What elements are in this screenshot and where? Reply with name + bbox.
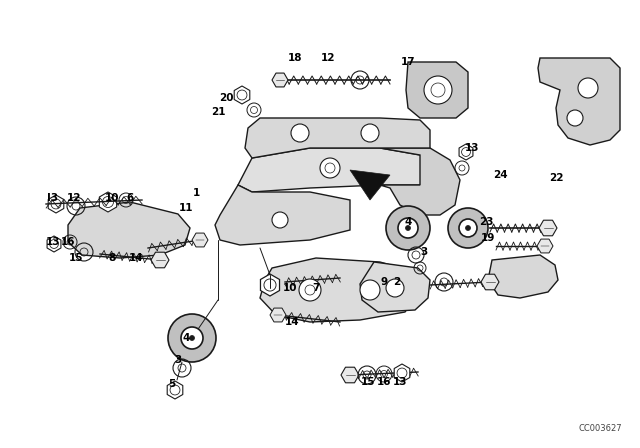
Text: 10: 10 [105, 193, 119, 203]
Circle shape [386, 206, 430, 250]
Text: 14: 14 [129, 253, 143, 263]
Text: 20: 20 [219, 93, 233, 103]
Polygon shape [272, 73, 288, 87]
Text: 5: 5 [168, 379, 175, 389]
Polygon shape [68, 202, 190, 258]
Polygon shape [488, 255, 558, 298]
Polygon shape [260, 274, 280, 296]
Polygon shape [539, 220, 557, 236]
Text: 17: 17 [401, 57, 415, 67]
Text: 2: 2 [394, 277, 401, 287]
Polygon shape [99, 192, 116, 212]
Text: 11: 11 [179, 203, 193, 213]
Text: 10: 10 [283, 283, 297, 293]
Circle shape [386, 279, 404, 297]
Text: 7: 7 [312, 283, 320, 293]
Circle shape [247, 103, 261, 117]
Polygon shape [380, 148, 460, 215]
Text: 15: 15 [361, 377, 375, 387]
Polygon shape [406, 62, 468, 118]
Polygon shape [459, 144, 473, 160]
Circle shape [189, 336, 195, 340]
Text: 3: 3 [174, 355, 182, 365]
Text: 4: 4 [404, 217, 412, 227]
Circle shape [448, 208, 488, 248]
Text: 8: 8 [108, 253, 116, 263]
Text: 13: 13 [393, 377, 407, 387]
Circle shape [424, 76, 452, 104]
Circle shape [360, 280, 380, 300]
Text: 12: 12 [67, 193, 81, 203]
Polygon shape [270, 308, 286, 322]
Polygon shape [341, 367, 359, 383]
Polygon shape [234, 86, 250, 104]
Polygon shape [215, 185, 350, 245]
Circle shape [578, 78, 598, 98]
Text: 22: 22 [548, 173, 563, 183]
Text: 4: 4 [182, 333, 189, 343]
Circle shape [299, 279, 321, 301]
Polygon shape [537, 239, 553, 253]
Text: 1: 1 [193, 188, 200, 198]
Circle shape [168, 314, 216, 362]
Circle shape [325, 163, 335, 173]
Text: 18: 18 [288, 53, 302, 63]
Text: CC003627: CC003627 [578, 423, 622, 432]
Circle shape [398, 218, 418, 238]
Text: 19: 19 [481, 233, 495, 243]
Text: 12: 12 [321, 53, 335, 63]
Polygon shape [481, 274, 499, 290]
Text: 24: 24 [493, 170, 508, 180]
Text: 23: 23 [479, 217, 493, 227]
Circle shape [320, 158, 340, 178]
Polygon shape [350, 170, 390, 200]
Text: 13: 13 [45, 237, 60, 247]
Polygon shape [245, 118, 430, 158]
Polygon shape [151, 252, 169, 268]
Circle shape [361, 124, 379, 142]
Text: 21: 21 [211, 107, 225, 117]
Text: 15: 15 [68, 253, 83, 263]
Polygon shape [238, 148, 430, 192]
Text: 16: 16 [61, 237, 76, 247]
Polygon shape [48, 195, 64, 213]
Text: 13: 13 [465, 143, 479, 153]
Polygon shape [47, 236, 61, 252]
Circle shape [272, 212, 288, 228]
Text: 9: 9 [380, 277, 388, 287]
Text: I3: I3 [47, 193, 59, 203]
Text: 6: 6 [126, 193, 134, 203]
Circle shape [406, 225, 410, 231]
Circle shape [181, 327, 203, 349]
Circle shape [431, 83, 445, 97]
Text: 16: 16 [377, 377, 391, 387]
Text: 14: 14 [285, 317, 300, 327]
Polygon shape [260, 258, 418, 322]
Polygon shape [394, 364, 410, 382]
Polygon shape [167, 381, 183, 399]
Circle shape [567, 110, 583, 126]
Circle shape [459, 219, 477, 237]
Polygon shape [192, 233, 208, 247]
Text: 3: 3 [420, 247, 428, 257]
Circle shape [291, 124, 309, 142]
Polygon shape [538, 58, 620, 145]
Circle shape [465, 225, 470, 231]
Polygon shape [360, 262, 430, 312]
